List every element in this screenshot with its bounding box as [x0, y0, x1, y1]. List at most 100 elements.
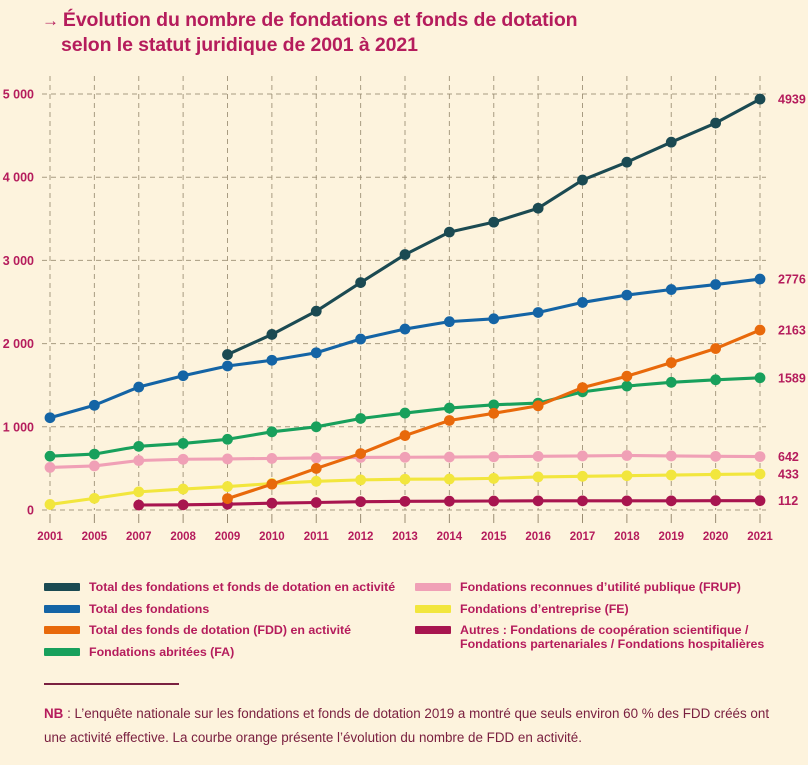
y-axis-tick-label: 4 000 — [3, 171, 34, 185]
data-point — [443, 451, 455, 463]
data-point — [532, 202, 544, 214]
data-point — [621, 450, 633, 461]
legend-item[interactable]: Total des fonds de dotation (FDD) en act… — [44, 623, 404, 637]
data-point — [355, 448, 367, 459]
data-point — [222, 349, 233, 360]
data-point — [488, 451, 500, 463]
data-point — [710, 279, 722, 290]
chart-series — [222, 324, 766, 504]
data-point — [133, 486, 145, 498]
legend-swatch — [44, 647, 80, 656]
data-point — [177, 370, 189, 382]
title-line-2: selon le statut juridique de 2001 à 2021 — [61, 34, 418, 56]
x-axis-tick-label: 2011 — [304, 531, 330, 543]
chart-series — [44, 468, 766, 510]
data-point — [355, 333, 367, 345]
data-point — [488, 472, 500, 484]
legend-column-right: Fondations reconnues d’utilité publique … — [415, 580, 785, 659]
series-end-value-label: 1589 — [778, 371, 806, 385]
data-point — [621, 370, 633, 382]
data-point — [443, 402, 455, 414]
data-point — [266, 497, 278, 509]
data-point — [310, 305, 322, 317]
x-axis-tick-label: 2005 — [82, 531, 108, 543]
data-point — [355, 496, 367, 508]
series-end-value-label: 112 — [778, 494, 798, 508]
legend-label: Fondations reconnues d’utilité publique … — [460, 580, 741, 594]
data-point — [266, 329, 278, 340]
data-point — [710, 468, 722, 480]
data-point — [310, 347, 322, 359]
chart-series — [222, 93, 766, 360]
data-point — [133, 499, 145, 511]
legend-item[interactable]: Total des fondations et fonds de dotatio… — [44, 580, 404, 594]
data-point — [355, 413, 367, 424]
data-point — [177, 453, 189, 465]
data-point — [443, 316, 455, 328]
data-point — [532, 400, 544, 412]
legend-item[interactable]: Autres : Fondations de coopération scien… — [415, 623, 785, 651]
chart-series — [44, 273, 766, 424]
data-point — [133, 381, 145, 393]
data-point — [665, 495, 677, 507]
data-point — [488, 216, 500, 228]
data-point — [710, 495, 722, 507]
line-chart: 0 1 000 2 000 3 000 4 000 5 000 2001 2005 2007 20… — [0, 72, 808, 550]
data-point — [222, 493, 233, 504]
data-point — [266, 426, 278, 438]
legend-item[interactable]: Fondations abritées (FA) — [44, 645, 404, 659]
y-axis-tick-label: 2 000 — [3, 337, 34, 351]
data-point — [44, 499, 56, 510]
data-point — [266, 453, 278, 464]
legend-item[interactable]: Fondations reconnues d’utilité publique … — [415, 580, 785, 594]
data-point — [222, 481, 233, 492]
legend-label: Total des fondations — [89, 601, 210, 616]
footnote-prefix: NB — [44, 706, 64, 721]
data-point — [443, 415, 455, 426]
data-point — [133, 440, 145, 452]
x-axis-tick-label: 2014 — [437, 531, 463, 543]
legend-label: Fondations abritées (FA) — [89, 644, 235, 659]
x-axis-tick-label: 2009 — [215, 531, 241, 543]
legend-swatch — [415, 583, 451, 591]
data-point — [577, 174, 588, 186]
data-point — [399, 323, 411, 335]
data-point — [222, 360, 233, 372]
chart-series — [44, 450, 766, 473]
data-point — [177, 483, 189, 495]
y-axis-tick-label: 1 000 — [3, 420, 34, 434]
data-point — [665, 450, 677, 462]
data-point — [532, 450, 544, 462]
data-point — [88, 399, 100, 411]
data-point — [399, 451, 411, 463]
x-axis-tick-label: 2013 — [392, 531, 418, 543]
data-point — [577, 470, 588, 482]
footnote: NB : L’enquête nationale sur les fondati… — [44, 702, 774, 750]
data-point — [621, 470, 633, 482]
legend-item[interactable]: Total des fondations — [44, 602, 404, 616]
data-point — [399, 430, 411, 441]
legend-swatch — [415, 604, 451, 613]
data-point — [621, 156, 633, 168]
data-point — [355, 277, 367, 289]
data-point — [266, 478, 278, 490]
data-point — [310, 452, 322, 464]
chart-canvas: 0 1 000 2 000 3 000 4 000 5 000 2001 2005 2007 20… — [3, 76, 806, 543]
legend-label: Fondations d’entreprise (FE) — [460, 601, 629, 616]
legend-item[interactable]: Fondations d’entreprise (FE) — [415, 602, 785, 616]
data-point — [177, 499, 189, 511]
legend-swatch — [44, 604, 80, 613]
data-point — [399, 249, 411, 260]
data-point — [44, 462, 56, 473]
legend-column-left: Total des fondations et fonds de dotatio… — [44, 580, 404, 666]
data-point — [710, 374, 722, 386]
data-point — [754, 495, 766, 507]
legend-swatch — [44, 583, 80, 591]
data-point — [577, 382, 588, 394]
data-point — [266, 354, 278, 366]
data-point — [443, 226, 455, 238]
data-point — [133, 455, 145, 466]
data-point — [710, 343, 722, 354]
data-point — [532, 307, 544, 318]
